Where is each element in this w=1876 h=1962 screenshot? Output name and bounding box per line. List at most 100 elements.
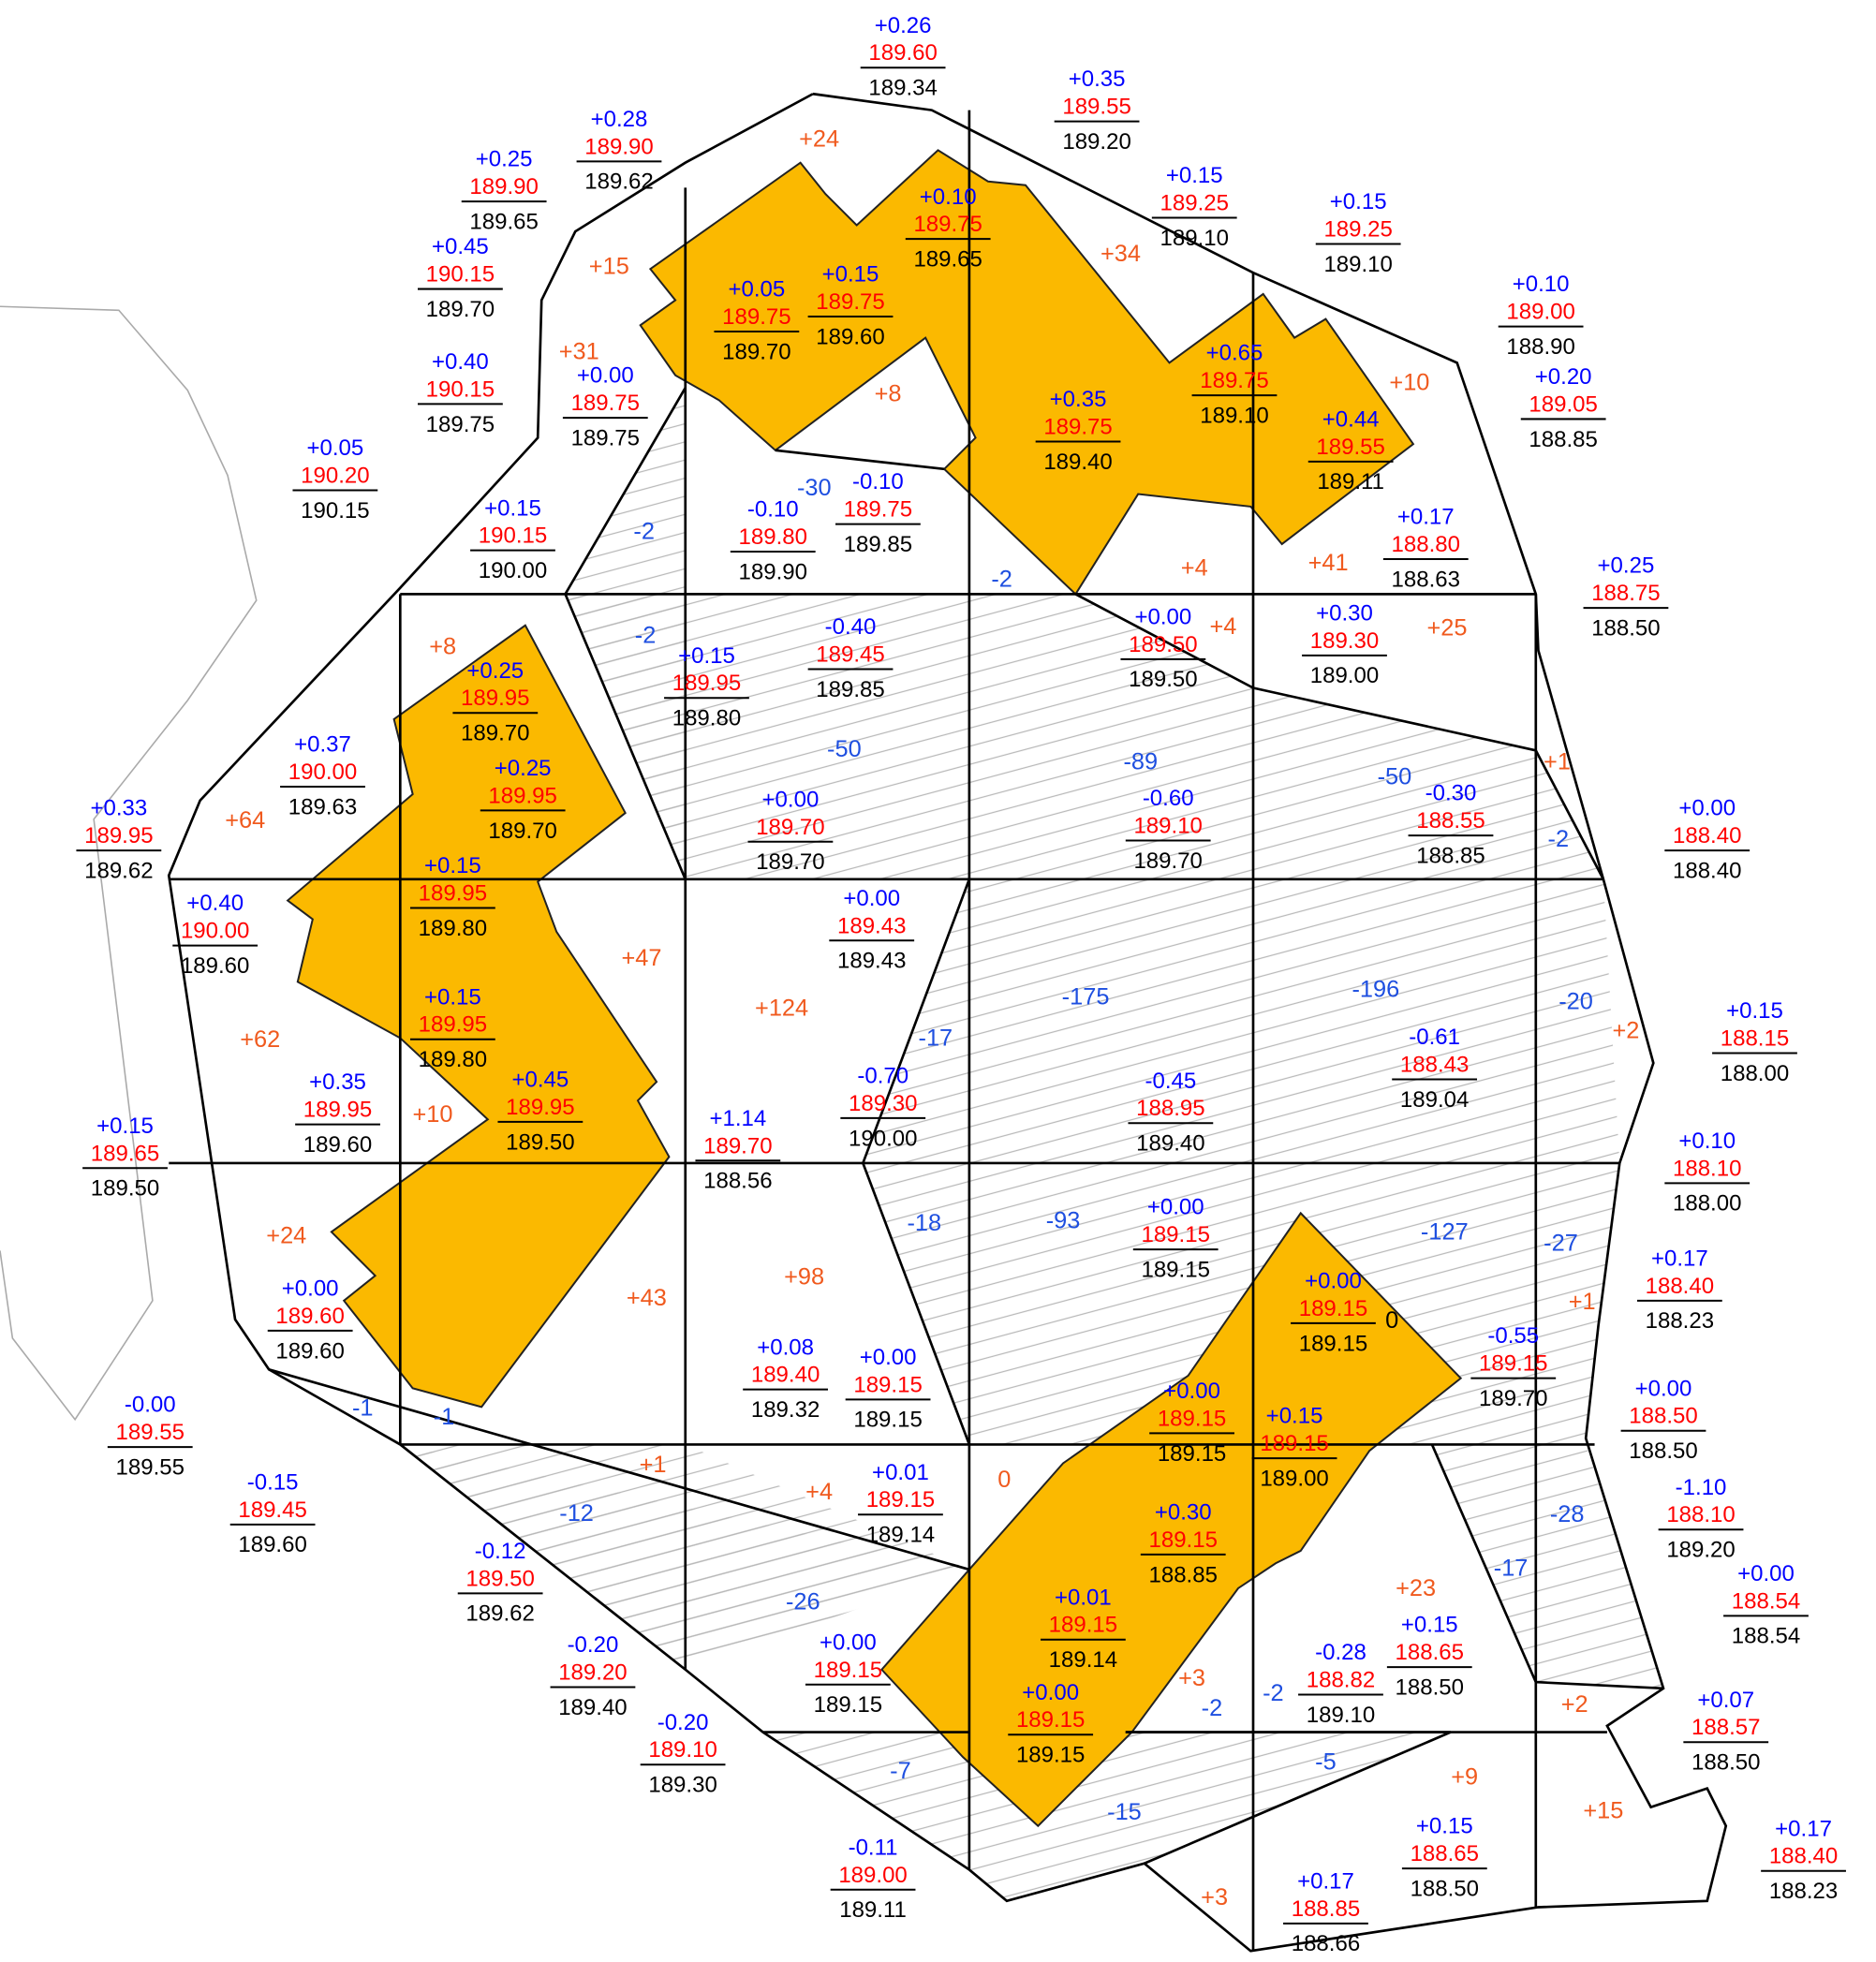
- volume-fill: +24: [266, 1222, 306, 1248]
- elevation-existing: 189.20: [1062, 129, 1130, 155]
- volume-fill: +62: [240, 1026, 280, 1053]
- elevation-existing: 189.10: [1307, 1703, 1375, 1728]
- elevation-existing: 189.55: [116, 1454, 185, 1480]
- elevation-difference: +0.26: [875, 13, 932, 38]
- page: +0.26189.60189.34+0.35189.55189.20+0.281…: [0, 0, 1876, 1957]
- elevation-difference: -0.30: [1425, 781, 1477, 806]
- elevation-difference: -0.61: [1409, 1025, 1460, 1050]
- elevation-design: 189.15: [1479, 1351, 1547, 1377]
- elevation-difference: +1.14: [709, 1106, 766, 1131]
- volume-fill: +15: [589, 254, 629, 280]
- elevation-difference: +0.35: [1069, 66, 1126, 92]
- elevation-existing: 188.23: [1769, 1879, 1838, 1904]
- elevation-design: 189.30: [849, 1091, 917, 1116]
- elevation-difference: +0.15: [1330, 189, 1387, 214]
- elevation-difference: +0.15: [1726, 998, 1783, 1024]
- elevation-design: 189.15: [814, 1658, 882, 1683]
- elevation-design: 188.82: [1307, 1667, 1375, 1692]
- volume-fill: +8: [875, 381, 902, 407]
- elevation-difference: +0.28: [591, 107, 648, 132]
- elevation-design: 189.95: [506, 1095, 574, 1120]
- elevation-design: 189.70: [756, 815, 824, 840]
- elevation-existing: 189.43: [837, 949, 906, 974]
- elevation-existing: 190.00: [479, 558, 547, 583]
- volume-fill: +23: [1396, 1575, 1436, 1601]
- elevation-difference: +0.33: [90, 796, 147, 821]
- elevation-existing: 189.60: [181, 953, 249, 979]
- elevation-design: 188.75: [1591, 581, 1660, 606]
- elevation-design: 190.00: [288, 760, 357, 785]
- elevation-existing: 189.10: [1200, 403, 1268, 428]
- volume-cut: -17: [919, 1025, 953, 1051]
- volume-fill: +3: [1178, 1665, 1205, 1691]
- elevation-difference: +0.17: [1297, 1868, 1354, 1894]
- elevation-design: 189.50: [1129, 632, 1197, 657]
- volume-fill: +4: [1209, 613, 1236, 640]
- elevation-existing: 189.32: [751, 1397, 820, 1423]
- elevation-design: 189.10: [1133, 813, 1202, 838]
- volume-cut: -15: [1107, 1799, 1142, 1825]
- elevation-design: 188.43: [1400, 1052, 1469, 1077]
- volume-fill: +41: [1308, 550, 1349, 576]
- elevation-design: 189.90: [584, 134, 653, 159]
- elevation-existing: 189.70: [722, 339, 790, 364]
- volume-fill: +47: [622, 945, 662, 971]
- elevation-design: 188.40: [1673, 823, 1741, 848]
- volume-cut: -50: [827, 736, 862, 762]
- elevation-design: 188.54: [1732, 1588, 1800, 1614]
- elevation-design: 188.40: [1769, 1844, 1838, 1869]
- elevation-design: 189.50: [465, 1566, 534, 1591]
- elevation-design: 189.75: [571, 391, 640, 416]
- elevation-difference: +0.25: [1598, 553, 1655, 579]
- elevation-existing: 188.50: [1629, 1438, 1697, 1464]
- elevation-design: 189.00: [838, 1863, 907, 1888]
- elevation-existing: 189.15: [1141, 1257, 1209, 1282]
- elevation-existing: 189.50: [91, 1176, 159, 1202]
- elevation-difference: +0.00: [1147, 1195, 1204, 1220]
- elevation-design: 189.75: [844, 497, 912, 523]
- elevation-difference: -0.28: [1315, 1640, 1366, 1665]
- grid-line: [776, 450, 944, 469]
- volume-cut: -26: [786, 1589, 820, 1615]
- elevation-design: 190.15: [426, 262, 495, 288]
- elevation-existing: 189.62: [465, 1601, 534, 1627]
- elevation-design: 188.40: [1646, 1274, 1714, 1299]
- elevation-design: 188.57: [1691, 1715, 1760, 1740]
- elevation-design: 189.70: [703, 1133, 772, 1158]
- volume-cut: -93: [1046, 1207, 1081, 1233]
- elevation-design: 189.10: [648, 1737, 716, 1763]
- elevation-existing: 189.70: [461, 721, 529, 746]
- elevation-design: 189.55: [116, 1420, 185, 1445]
- elevation-difference: +0.08: [757, 1335, 814, 1360]
- elevation-difference: +0.00: [1737, 1561, 1795, 1586]
- elevation-design: 189.43: [837, 913, 906, 938]
- elevation-existing: 189.15: [853, 1408, 922, 1433]
- elevation-difference: +0.45: [511, 1068, 569, 1093]
- volume-cut: -28: [1550, 1501, 1585, 1527]
- elevation-difference: +0.17: [1397, 505, 1455, 530]
- volume-cut: -18: [907, 1210, 941, 1236]
- elevation-design: 189.90: [469, 174, 538, 199]
- elevation-existing: 189.60: [816, 324, 884, 349]
- volume-fill: +4: [805, 1479, 833, 1505]
- elevation-design: 188.10: [1673, 1156, 1741, 1181]
- elevation-design: 188.50: [1629, 1404, 1697, 1429]
- elevation-existing: 189.00: [1260, 1466, 1328, 1491]
- elevation-difference: +0.44: [1322, 406, 1380, 432]
- elevation-design: 189.75: [1200, 368, 1268, 393]
- elevation-existing: 189.20: [1666, 1538, 1735, 1563]
- volume-fill: +1: [1569, 1289, 1596, 1315]
- elevation-existing: 188.85: [1148, 1562, 1217, 1587]
- elevation-difference: +0.10: [1678, 1129, 1736, 1154]
- elevation-difference: -0.11: [849, 1835, 898, 1860]
- elevation-existing: 188.50: [1411, 1876, 1479, 1901]
- elevation-design: 190.15: [479, 524, 547, 549]
- elevation-difference: +0.30: [1155, 1500, 1212, 1526]
- volume-fill: +43: [627, 1285, 667, 1311]
- volume-fill: 0: [997, 1467, 1011, 1493]
- volume-cut: -1: [434, 1404, 455, 1430]
- elevation-design: 189.15: [1299, 1296, 1367, 1321]
- elevation-design: 188.65: [1396, 1640, 1464, 1665]
- elevation-difference: -0.40: [825, 614, 877, 640]
- elevation-difference: +0.40: [432, 349, 489, 375]
